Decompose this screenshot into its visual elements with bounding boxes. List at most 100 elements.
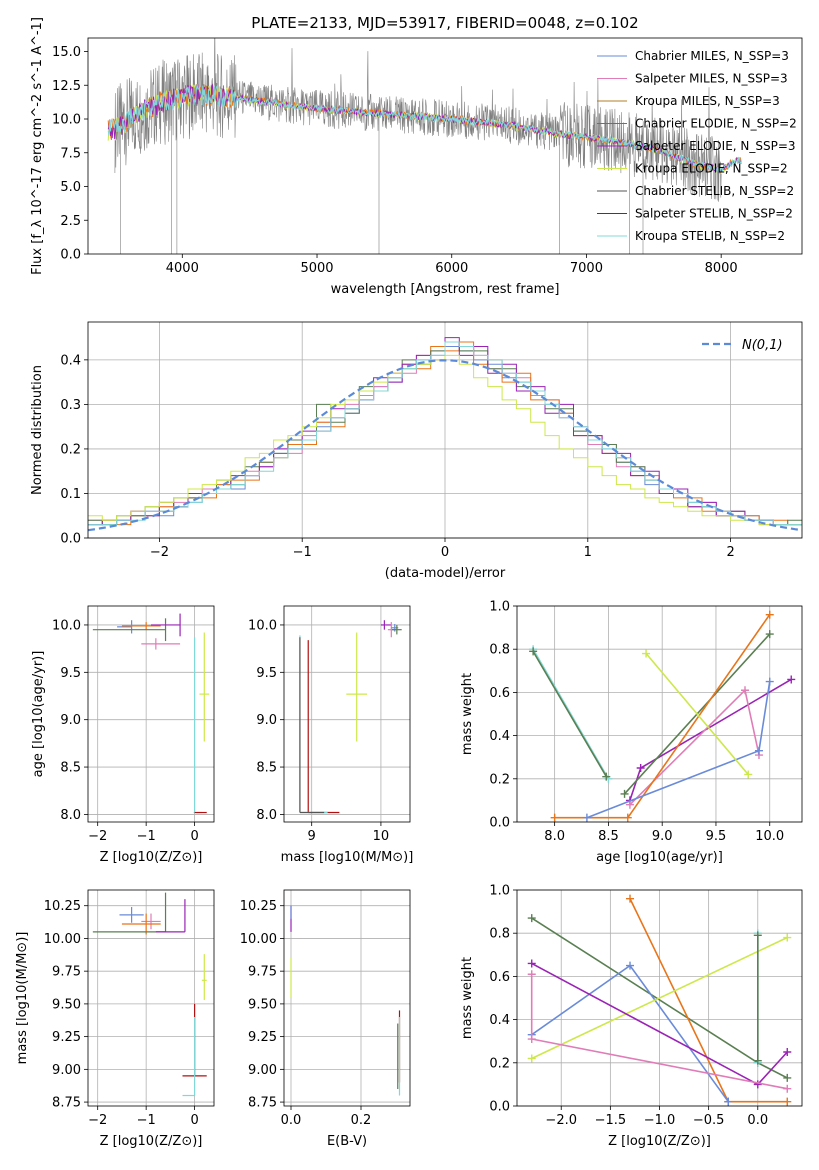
data-point <box>623 813 632 822</box>
legend-label: N(0,1) <box>742 338 783 353</box>
age-vs-metallicity-chart: −2 −1 0 8.0 8.5 9.0 9.5 10.0 Z [log10(Z/Z⊙)] age … <box>31 605 215 865</box>
data-point <box>783 1097 792 1106</box>
y-tick-label: 5.0 <box>60 180 81 195</box>
y-tick-label: 2.5 <box>60 214 81 229</box>
data-point <box>783 1073 792 1082</box>
y-tick-label: 8.5 <box>256 761 277 776</box>
y-tick-label: 8.0 <box>60 808 81 823</box>
figure-title: PLATE=2133, MJD=53917, FIBERID=0048, z=0… <box>251 14 638 32</box>
axes-frame <box>87 605 215 823</box>
data-point <box>527 1054 536 1063</box>
y-tick-label: 8.75 <box>52 1096 81 1111</box>
data-point <box>527 914 536 923</box>
x-tick-label: 9.5 <box>706 829 727 844</box>
x-axis-label: mass [log10(M/M⊙)] <box>281 850 414 865</box>
data-point <box>765 677 774 686</box>
legend-label: Kroupa MILES, N_SSP=3 <box>635 94 780 108</box>
x-tick-label: 0.0 <box>281 1113 302 1128</box>
y-tick-label: 7.5 <box>60 146 81 161</box>
axes-frame <box>283 605 411 823</box>
y-tick-label: 0.4 <box>489 729 510 744</box>
legend-label: Chabrier ELODIE, N_SSP=2 <box>635 117 797 131</box>
y-tick-label: 0.3 <box>60 398 81 413</box>
x-tick-label: −0.5 <box>693 1113 725 1128</box>
y-tick-label: 0.2 <box>489 1056 510 1071</box>
y-axis-label: mass weight <box>460 957 475 1039</box>
legend-label: Kroupa STELIB, N_SSP=2 <box>635 229 785 243</box>
y-axis-label: Flux [f_λ 10^-17 erg cm^-2 s^-1 A^-1] <box>30 17 45 275</box>
x-tick-label: 9.0 <box>652 829 673 844</box>
data-point <box>744 770 753 779</box>
y-tick-label: 0.4 <box>489 1013 510 1028</box>
plot-area <box>92 892 207 1097</box>
x-tick-label: −1 <box>137 1113 156 1128</box>
y-tick-label: 0.2 <box>489 772 510 787</box>
plot-area <box>92 613 210 814</box>
y-tick-label: 9.00 <box>52 1063 81 1078</box>
x-tick-label: 1 <box>584 545 592 560</box>
data-point <box>636 764 645 772</box>
x-tick-label: −1.5 <box>595 1113 627 1128</box>
data-point <box>529 647 538 656</box>
legend-label: Chabrier STELIB, N_SSP=2 <box>635 184 794 198</box>
data-point <box>753 1056 762 1065</box>
y-tick-label: 9.25 <box>52 1030 81 1045</box>
normal-curve <box>88 359 802 532</box>
y-tick-label: 0.4 <box>60 353 81 368</box>
x-tick-label: 0.2 <box>351 1113 372 1128</box>
axes-frame <box>87 37 803 255</box>
data-point <box>527 1035 536 1044</box>
y-tick-label: 8.5 <box>60 761 81 776</box>
x-tick-label: −1 <box>293 545 312 560</box>
y-tick-label: 0.0 <box>489 1100 510 1115</box>
y-tick-label: 9.75 <box>248 965 277 980</box>
x-tick-label: 0 <box>190 1113 198 1128</box>
data-point <box>602 772 611 781</box>
x-tick-label: 8.0 <box>544 829 565 844</box>
line-series-4 <box>586 681 771 819</box>
legend-label: Salpeter ELODIE, N_SSP=3 <box>635 139 796 153</box>
data-point <box>765 630 774 639</box>
x-axis-label: E(B-V) <box>327 1134 367 1149</box>
data-point <box>741 686 749 695</box>
legend-label: Chabrier MILES, N_SSP=3 <box>635 49 789 63</box>
y-tick-label: 10.25 <box>44 899 81 914</box>
data-point <box>642 649 651 658</box>
y-tick-label: 9.50 <box>248 997 277 1012</box>
x-tick-label: −1 <box>137 829 156 844</box>
data-point <box>625 800 634 809</box>
y-axis-label: mass [log10(M/M⊙)] <box>15 932 30 1065</box>
y-tick-label: 9.25 <box>248 1030 277 1045</box>
x-tick-label: −1.0 <box>644 1113 676 1128</box>
axes-frame <box>87 321 803 539</box>
x-axis-label: wavelength [Angstrom, rest frame] <box>331 282 560 297</box>
y-axis-label: mass weight <box>460 673 475 755</box>
data-point <box>765 610 774 619</box>
x-tick-label: 8.5 <box>598 829 619 844</box>
x-tick-label: −2 <box>88 1113 107 1128</box>
y-tick-label: 8.0 <box>256 808 277 823</box>
weight-vs-age-chart: 8.0 8.5 9.0 9.5 10.0 0.0 0.2 0.4 0.6 0.8 1.0 age [l… <box>460 600 803 865</box>
x-tick-label: 0.0 <box>747 1113 768 1128</box>
y-tick-label: 10.0 <box>248 618 277 633</box>
axes-frame <box>516 605 803 823</box>
plot-area <box>107 38 742 254</box>
data-point <box>783 1084 792 1093</box>
plot-area <box>299 620 402 814</box>
legend-label: Salpeter STELIB, N_SSP=2 <box>635 207 793 221</box>
x-tick-label: −2.0 <box>545 1113 577 1128</box>
x-tick-label: 5000 <box>300 261 333 276</box>
y-tick-label: 1.0 <box>489 884 510 899</box>
model-spectrum-3 <box>107 84 742 174</box>
x-tick-label: 6000 <box>435 261 468 276</box>
data-point <box>550 813 559 822</box>
x-axis-label: Z [log10(Z/Z⊙)] <box>100 1134 203 1149</box>
legend-label: Salpeter MILES, N_SSP=3 <box>635 72 788 86</box>
x-tick-label: 2 <box>726 545 734 560</box>
x-axis-label: (data-model)/error <box>385 566 506 581</box>
y-tick-label: 9.0 <box>256 713 277 728</box>
line-series-7 <box>532 650 607 778</box>
y-tick-label: 0.6 <box>489 686 510 701</box>
x-tick-label: 0 <box>190 829 198 844</box>
y-tick-label: 12.5 <box>52 79 81 94</box>
